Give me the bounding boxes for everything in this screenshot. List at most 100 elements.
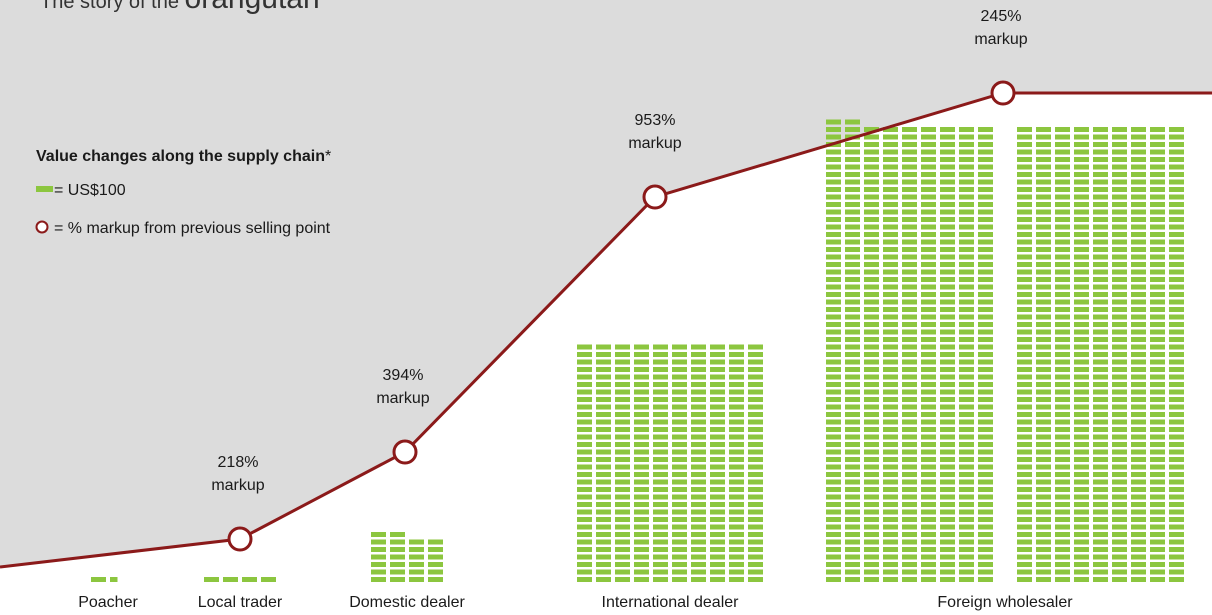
value-block [1055,337,1070,342]
value-block [883,209,898,215]
value-block [978,284,993,290]
value-block [902,209,917,215]
value-block [1074,487,1089,492]
value-block [1074,142,1089,147]
value-block [748,524,763,530]
value-block [1169,217,1184,222]
value-block [1131,464,1146,470]
value-block [959,562,974,567]
value-block [1017,442,1032,447]
value-block [1074,187,1089,192]
value-block [577,367,592,372]
value-block [902,374,917,380]
value-block [1074,547,1089,552]
value-block [1036,434,1051,440]
value-block [902,487,917,492]
value-block [845,224,860,230]
value-block [390,569,405,575]
value-block [691,397,706,402]
value-block [959,547,974,552]
value-block [1131,427,1146,432]
value-block [864,524,879,530]
value-block [1112,427,1127,432]
value-block [577,442,592,447]
value-block [845,382,860,387]
value-block [864,172,879,177]
value-block [826,577,841,582]
value-block [653,517,668,522]
value-block [1150,247,1165,252]
value-block [883,472,898,477]
value-block [1131,382,1146,387]
value-block [1074,449,1089,455]
value-block [921,494,936,500]
value-block [691,412,706,417]
value-block [826,277,841,282]
value-block [1017,142,1032,147]
value-block [1150,397,1165,402]
value-block [1131,337,1146,342]
value-block [959,142,974,147]
value-block [1036,254,1051,260]
value-block [1055,404,1070,410]
value-block [729,472,744,477]
value-block [691,547,706,552]
value-block [1074,149,1089,155]
value-block [940,232,955,237]
value-block [1150,187,1165,192]
value-block [729,374,744,380]
value-block [959,464,974,470]
value-block [845,449,860,455]
value-block [577,569,592,575]
value-block [615,427,630,432]
value-block [1150,554,1165,560]
value-block [959,382,974,387]
value-block [653,562,668,567]
value-block [864,262,879,267]
value-block [1036,142,1051,147]
value-block [615,397,630,402]
value-block [748,374,763,380]
value-block [1150,367,1165,372]
value-block [1036,524,1051,530]
value-block [1131,472,1146,477]
value-block [1017,322,1032,327]
value-block [1112,569,1127,575]
value-block [653,569,668,575]
value-block [1055,389,1070,395]
value-block [1112,442,1127,447]
value-block [409,547,424,552]
value-block [1112,314,1127,320]
value-block [1169,292,1184,297]
value-block [653,382,668,387]
value-block [691,472,706,477]
value-block [1131,502,1146,507]
value-block [729,532,744,537]
value-block [1017,494,1032,500]
value-block [1017,209,1032,215]
value-block [864,547,879,552]
value-block [1169,187,1184,192]
value-block [1074,472,1089,477]
value-block [1017,134,1032,140]
value-block [428,539,443,545]
value-block [1112,352,1127,357]
value-block [634,569,649,575]
value-block [1169,382,1184,387]
value-block [902,202,917,207]
value-block [1055,554,1070,560]
value-block [1150,277,1165,282]
value-block [921,524,936,530]
value-block [978,307,993,312]
value-block [883,277,898,282]
value-block [1131,569,1146,575]
value-block [1169,554,1184,560]
value-block [672,539,687,545]
value-block [864,247,879,252]
value-block [959,299,974,305]
value-block [1112,127,1127,132]
value-block [1112,359,1127,365]
value-block [902,277,917,282]
value-block [921,134,936,140]
value-block [1074,247,1089,252]
